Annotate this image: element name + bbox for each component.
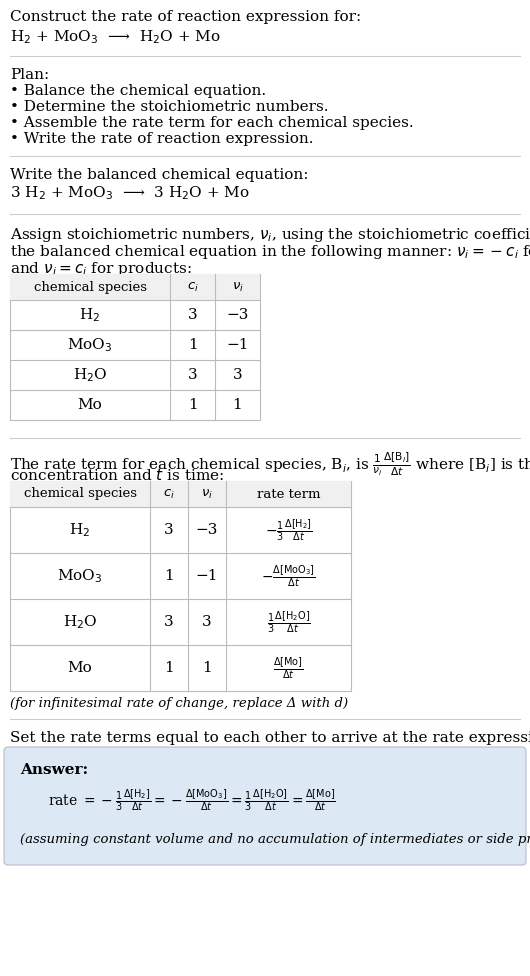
Text: chemical species: chemical species <box>23 487 137 501</box>
Text: $\frac{\Delta[\mathrm{Mo}]}{\Delta t}$: $\frac{\Delta[\mathrm{Mo}]}{\Delta t}$ <box>273 655 304 681</box>
Text: 1: 1 <box>188 338 197 352</box>
Text: MoO$_3$: MoO$_3$ <box>57 567 103 585</box>
Text: $c_i$: $c_i$ <box>163 487 175 501</box>
Text: 3: 3 <box>164 523 174 537</box>
Text: the balanced chemical equation in the following manner: $\nu_i = -c_i$ for react: the balanced chemical equation in the fo… <box>10 243 530 261</box>
Text: 3: 3 <box>188 368 197 382</box>
Text: 3: 3 <box>233 368 242 382</box>
Text: and $\nu_i = c_i$ for products:: and $\nu_i = c_i$ for products: <box>10 260 192 278</box>
Text: MoO$_3$: MoO$_3$ <box>67 336 113 354</box>
Text: 1: 1 <box>188 398 197 412</box>
Text: H$_2$: H$_2$ <box>80 306 101 324</box>
Text: 3 H$_2$ + MoO$_3$  ⟶  3 H$_2$O + Mo: 3 H$_2$ + MoO$_3$ ⟶ 3 H$_2$O + Mo <box>10 184 250 202</box>
Text: 3: 3 <box>164 615 174 629</box>
Text: Mo: Mo <box>68 661 92 675</box>
Text: H$_2$: H$_2$ <box>69 521 91 539</box>
Text: −1: −1 <box>196 569 218 583</box>
Text: 1: 1 <box>202 661 212 675</box>
Text: (assuming constant volume and no accumulation of intermediates or side products): (assuming constant volume and no accumul… <box>20 833 530 846</box>
Text: H$_2$O: H$_2$O <box>73 366 107 384</box>
Text: 3: 3 <box>188 308 197 322</box>
Text: H$_2$ + MoO$_3$  ⟶  H$_2$O + Mo: H$_2$ + MoO$_3$ ⟶ H$_2$O + Mo <box>10 28 221 46</box>
Text: • Balance the chemical equation.: • Balance the chemical equation. <box>10 84 266 98</box>
Bar <box>10 481 351 507</box>
Text: Assign stoichiometric numbers, $\nu_i$, using the stoichiometric coefficients, $: Assign stoichiometric numbers, $\nu_i$, … <box>10 226 530 244</box>
Text: • Determine the stoichiometric numbers.: • Determine the stoichiometric numbers. <box>10 100 329 114</box>
Bar <box>10 274 260 300</box>
Bar <box>10 481 351 691</box>
Text: 1: 1 <box>233 398 242 412</box>
Text: 1: 1 <box>164 569 174 583</box>
Text: • Assemble the rate term for each chemical species.: • Assemble the rate term for each chemic… <box>10 116 413 130</box>
Text: $\nu_i$: $\nu_i$ <box>201 487 213 501</box>
Text: $\nu_i$: $\nu_i$ <box>232 280 243 294</box>
Text: 1: 1 <box>164 661 174 675</box>
Text: The rate term for each chemical species, B$_i$, is $\frac{1}{\nu_i}\frac{\Delta[: The rate term for each chemical species,… <box>10 450 530 477</box>
Text: $\frac{1}{3}\frac{\Delta[\mathrm{H_2O}]}{\Delta t}$: $\frac{1}{3}\frac{\Delta[\mathrm{H_2O}]}… <box>267 609 311 634</box>
Text: Mo: Mo <box>77 398 102 412</box>
Text: H$_2$O: H$_2$O <box>63 613 97 630</box>
Text: Plan:: Plan: <box>10 68 49 82</box>
FancyBboxPatch shape <box>4 747 526 865</box>
Text: $-\frac{\Delta[\mathrm{MoO_3}]}{\Delta t}$: $-\frac{\Delta[\mathrm{MoO_3}]}{\Delta t… <box>261 563 316 589</box>
Text: rate term: rate term <box>257 487 320 501</box>
Text: (for infinitesimal rate of change, replace Δ with d): (for infinitesimal rate of change, repla… <box>10 697 348 710</box>
Text: concentration and $t$ is time:: concentration and $t$ is time: <box>10 467 224 483</box>
Text: Answer:: Answer: <box>20 763 88 777</box>
Text: Set the rate terms equal to each other to arrive at the rate expression:: Set the rate terms equal to each other t… <box>10 731 530 745</box>
Text: Construct the rate of reaction expression for:: Construct the rate of reaction expressio… <box>10 10 361 24</box>
Text: $c_i$: $c_i$ <box>187 280 198 294</box>
Text: $-\frac{1}{3}\frac{\Delta[\mathrm{H_2}]}{\Delta t}$: $-\frac{1}{3}\frac{\Delta[\mathrm{H_2}]}… <box>264 517 312 543</box>
Text: • Write the rate of reaction expression.: • Write the rate of reaction expression. <box>10 132 314 146</box>
Text: −3: −3 <box>226 308 249 322</box>
Text: −3: −3 <box>196 523 218 537</box>
Text: −1: −1 <box>226 338 249 352</box>
Text: chemical species: chemical species <box>33 280 146 294</box>
Text: Write the balanced chemical equation:: Write the balanced chemical equation: <box>10 168 308 182</box>
Text: 3: 3 <box>202 615 212 629</box>
Text: rate $= -\frac{1}{3}\frac{\Delta[\mathrm{H_2}]}{\Delta t} = -\frac{\Delta[\mathr: rate $= -\frac{1}{3}\frac{\Delta[\mathrm… <box>48 787 336 813</box>
Bar <box>10 274 260 420</box>
